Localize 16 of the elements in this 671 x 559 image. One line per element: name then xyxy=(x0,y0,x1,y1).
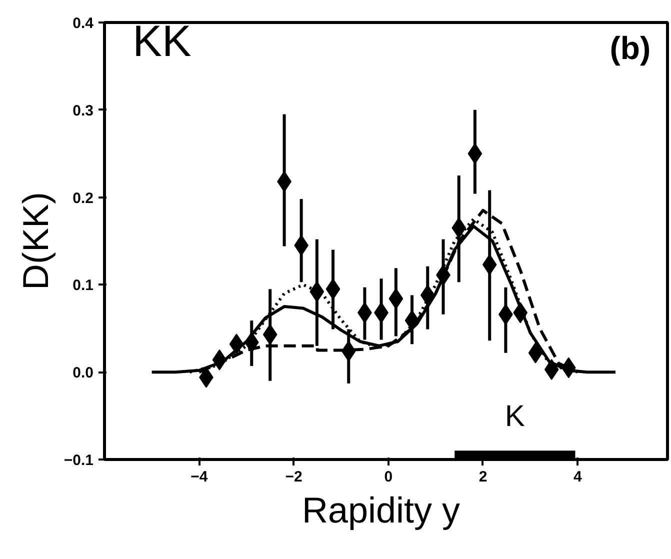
x-tick-label: 4 xyxy=(573,468,582,486)
y-tick-label: 0.2 xyxy=(72,190,94,207)
x-tick-label: −4 xyxy=(190,468,208,486)
y-tick-label: 0.0 xyxy=(72,364,94,382)
y-tick-label: 0.4 xyxy=(72,15,94,32)
y-axis-title: D(KK) xyxy=(14,192,56,290)
series-label: K xyxy=(504,400,525,434)
annotation: KK xyxy=(132,17,192,66)
x-tick-label: −2 xyxy=(285,468,302,486)
x-axis-title: Rapidity y xyxy=(302,490,460,530)
y-tick-label: −0.1 xyxy=(64,452,94,469)
y-tick-label: 0.3 xyxy=(72,102,94,120)
x-tick-label: 0 xyxy=(384,468,393,486)
annotation: (b) xyxy=(610,30,651,66)
y-tick-label: 0.1 xyxy=(72,277,94,294)
x-tick-label: 2 xyxy=(478,468,488,486)
